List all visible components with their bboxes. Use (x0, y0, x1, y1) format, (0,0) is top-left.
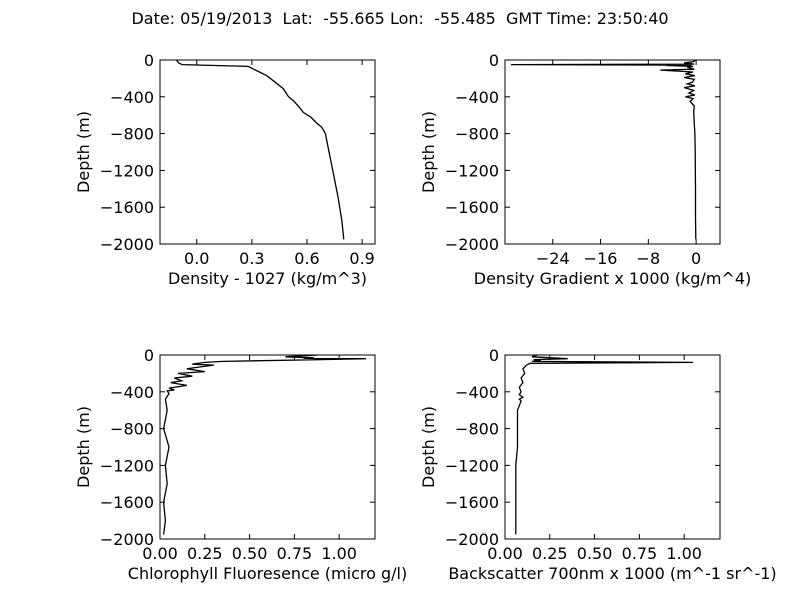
plot-frame (504, 354, 721, 540)
x-tick-label: 0.3 (239, 249, 264, 268)
data-series-line (175, 59, 345, 240)
plot-frame (504, 59, 721, 245)
data-series-line (515, 354, 694, 535)
x-tick-label: 0.50 (577, 544, 613, 563)
x-axis-label: Backscatter 700nm x 1000 (m^-1 sr^-1) (448, 564, 776, 583)
x-tick-label: 1.00 (666, 544, 702, 563)
chart-panel-1: 0.0 0.3 0.6 0.9 0 −400 −800 −1200 −1600 −2000 Dens… (74, 51, 376, 288)
x-tick-label: 0.25 (187, 544, 223, 563)
y-tick-label: −1200 (445, 161, 499, 180)
x-tick-label: 0.0 (184, 249, 209, 268)
plot-frame (159, 59, 376, 245)
y-tick-label: −400 (110, 88, 154, 107)
x-tick-label: 1.00 (321, 544, 357, 563)
x-tick-label: 0.00 (487, 544, 523, 563)
x-tick-label: 0.00 (142, 544, 178, 563)
x-tick-label: 0.75 (622, 544, 658, 563)
chart-panel-2: −24 −16 −8 00−400−800−1200−1600−2000Density… (419, 51, 751, 288)
y-tick-label: −2000 (445, 235, 499, 254)
x-tick-label: 0.6 (294, 249, 319, 268)
x-tick-label: 0.50 (232, 544, 268, 563)
y-axis-label: Depth (m) (419, 406, 438, 488)
x-tick-label: 0.75 (277, 544, 313, 563)
x-axis-label: Chlorophyll Fluoresence (micro g/l) (128, 564, 407, 583)
chart-panel-4: 0.00 0.25 0.50 0.75 1.00 0 −400 −800 −1200 −1600 −… (419, 346, 777, 583)
y-tick-label: −800 (110, 420, 154, 439)
y-tick-label: −800 (455, 125, 499, 144)
y-tick-label: −2000 (100, 235, 154, 254)
x-tick-label: −16 (584, 249, 618, 268)
y-tick-label: −1600 (445, 198, 499, 217)
y-tick-label: 0 (489, 346, 499, 365)
x-axis-label: Density - 1027 (kg/m^3) (168, 269, 367, 288)
y-tick-label: −400 (110, 383, 154, 402)
y-tick-label: −400 (455, 88, 499, 107)
y-tick-label: −800 (455, 420, 499, 439)
figure-title: Date: 05/19/2013 Lat: -55.665 Lon: -55.4… (131, 9, 669, 28)
x-axis-label: Density Gradient x 1000 (kg/m^4) (474, 269, 751, 288)
y-tick-label: −2000 (100, 530, 154, 549)
y-tick-label: −800 (110, 125, 154, 144)
y-axis-label: Depth (m) (74, 406, 93, 488)
data-series-line (510, 59, 697, 240)
y-tick-label: 0 (489, 51, 499, 70)
y-tick-label: −2000 (445, 530, 499, 549)
y-tick-label: −1600 (100, 198, 154, 217)
y-tick-label: −1200 (100, 456, 154, 475)
y-tick-label: −400 (455, 383, 499, 402)
y-axis-label: Depth (m) (419, 111, 438, 193)
y-axis-label: Depth (m) (74, 111, 93, 193)
y-tick-label: 0 (144, 346, 154, 365)
x-tick-label: −24 (536, 249, 570, 268)
x-tick-label: 0.9 (349, 249, 374, 268)
y-tick-label: 0 (144, 51, 154, 70)
x-tick-label: −8 (637, 249, 661, 268)
y-tick-label: −1600 (445, 493, 499, 512)
y-tick-label: −1200 (100, 161, 154, 180)
y-tick-label: −1600 (100, 493, 154, 512)
plot-frame (159, 354, 376, 540)
y-tick-label: −1200 (445, 456, 499, 475)
data-series-line (162, 354, 367, 535)
x-tick-label: 0 (691, 249, 701, 268)
chart-panel-3: 0.00 0.25 0.50 0.75 1.00 0 −400 −800 −1200 −1600 −… (74, 346, 407, 583)
x-tick-label: 0.25 (532, 544, 568, 563)
